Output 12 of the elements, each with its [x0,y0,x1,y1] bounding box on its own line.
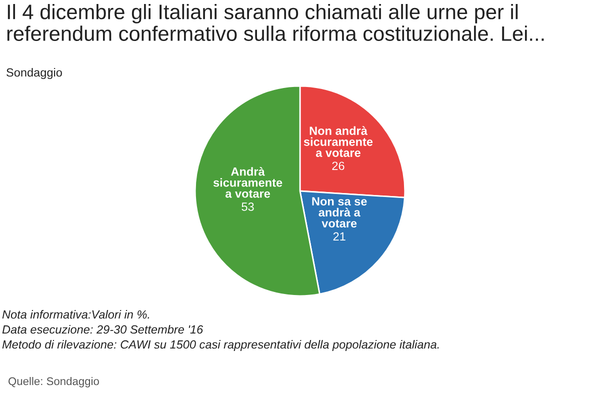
slice-label: Andrà sicuramente a votare [213,167,282,198]
text: Sondaggio [6,68,62,80]
slice-label: Non sa se andrà a votare [312,197,367,228]
data-label: 53 [242,202,254,211]
text: Nota informativa:Valori in %. [2,310,150,319]
text: Metodo di rilevazione: CAWI su 1500 casi rappresentativi della popolazione italiana. [2,340,439,352]
source-note: Quelle: Sondaggio [8,377,99,388]
slice-label: Non andrà sicuramente a votare [304,126,373,157]
chart-title: Il 4 dicembre gli Italiani saranno chiamati alle urne per il referendum confermativo sulla riforma costituzionale. Lei... [7,4,544,41]
data-label: 21 [333,232,346,241]
data-label: 26 [332,162,344,170]
text: Data esecuzione: 29-30 Settembre '16 [2,325,204,334]
